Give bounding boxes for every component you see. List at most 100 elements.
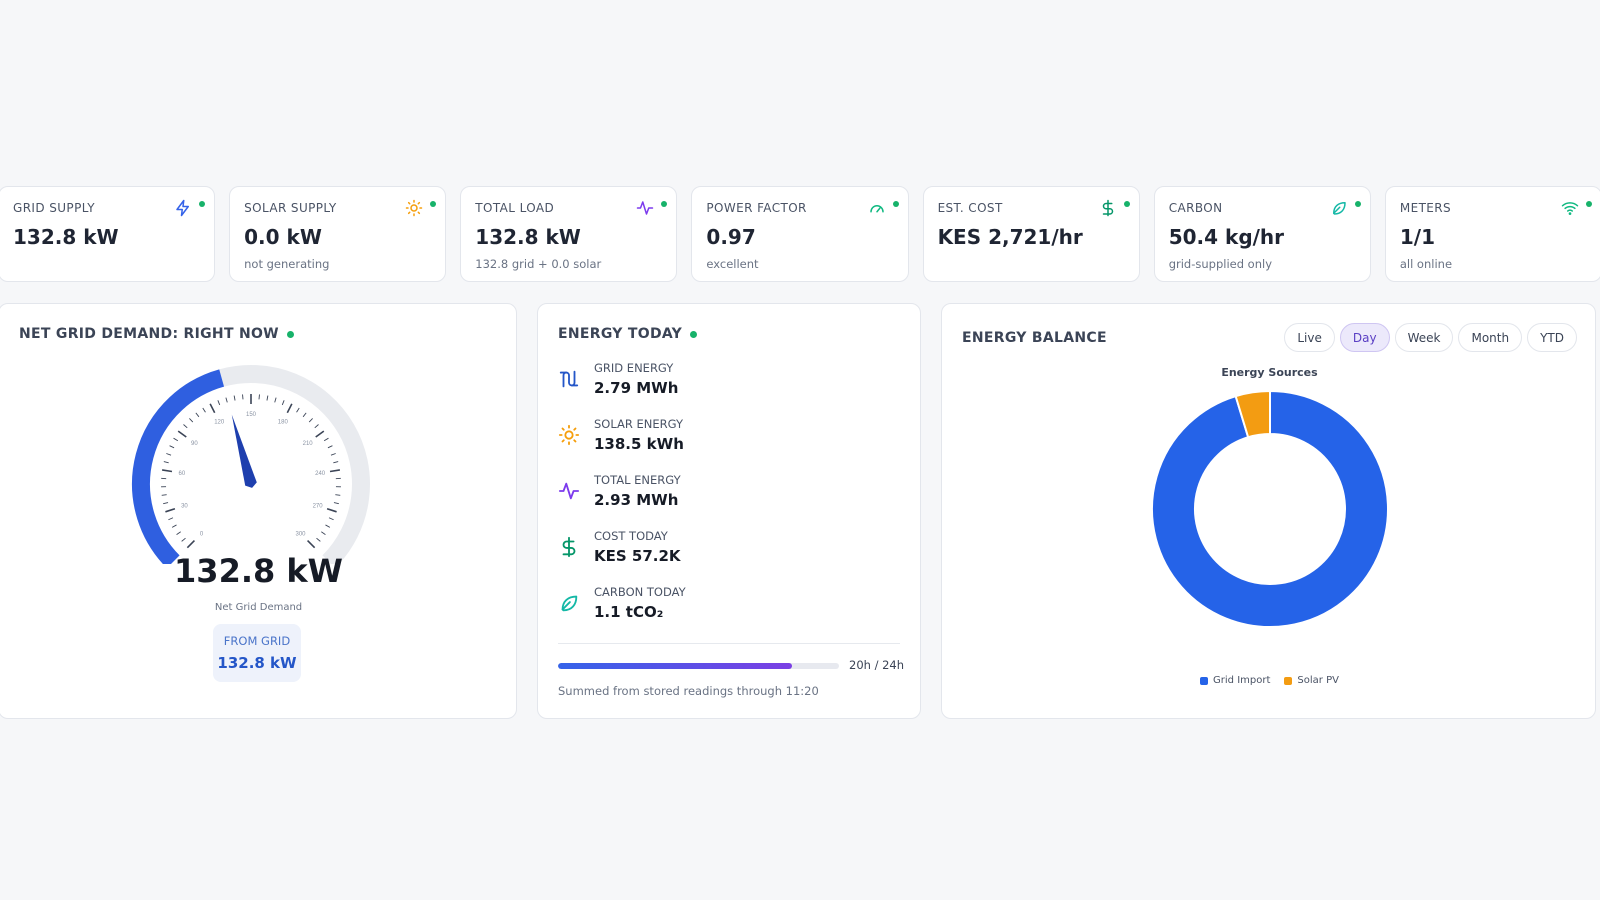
energy-sources-donut	[1151, 389, 1389, 628]
chart-legend: Grid Import Solar PV	[942, 675, 1597, 686]
kpi-card-meters[interactable]: METERS 1/1 all online	[1384, 186, 1600, 282]
status-dot	[430, 201, 437, 207]
gauge-minor-tick	[168, 517, 174, 521]
readings-footnote: Summed from stored readings through 11:2…	[558, 684, 819, 698]
gauge-tick-label: 240	[315, 471, 326, 477]
status-dot	[199, 201, 206, 207]
energy-item-grid: GRID ENERGY 2.79 MWh	[558, 360, 686, 416]
kpi-label: METERS	[1399, 201, 1452, 215]
panel-title: ENERGY BALANCE	[962, 330, 1107, 346]
energy-value: KES 57.2K	[594, 547, 681, 565]
legend-item-solar-pv[interactable]: Solar PV	[1284, 675, 1339, 686]
gauge-major-tick	[326, 507, 337, 513]
kpi-card-power-factor[interactable]: POWER FACTOR 0.97 excellent	[691, 186, 909, 282]
gauge-minor-tick	[333, 461, 339, 464]
gauge-minor-tick	[189, 418, 194, 423]
energy-label: TOTAL ENERGY	[594, 473, 681, 487]
status-dot	[1354, 201, 1361, 207]
energy-value: 2.93 MWh	[594, 491, 679, 509]
gauge-tick-label: 180	[278, 420, 289, 426]
gauge-major-tick	[209, 403, 216, 414]
gauge-minor-tick	[323, 437, 329, 442]
energy-item-total: TOTAL ENERGY 2.93 MWh	[558, 472, 686, 528]
kpi-label: GRID SUPPLY	[13, 201, 95, 215]
gauge-major-tick	[315, 430, 325, 438]
gauge-minor-tick	[163, 461, 169, 464]
panel-title-text: ENERGY BALANCE	[962, 330, 1107, 346]
panel-title: ENERGY TODAY	[558, 326, 698, 342]
kpi-value: 0.97	[706, 225, 756, 249]
gauge-needle	[231, 414, 257, 488]
tab-ytd[interactable]: YTD	[1527, 323, 1577, 352]
gauge-minor-tick	[308, 418, 313, 423]
leaf-icon	[1332, 202, 1346, 215]
pulse-icon	[637, 201, 654, 215]
gauge-major-tick	[307, 540, 316, 549]
kpi-card-carbon[interactable]: CARBON 50.4 kg/hr grid-supplied only	[1153, 186, 1371, 282]
gauge-tick-label: 210	[303, 441, 314, 447]
energy-label: SOLAR ENERGY	[594, 417, 684, 431]
gauge-caption: Net Grid Demand	[214, 602, 303, 613]
gauge-minor-tick	[173, 437, 179, 442]
kpi-card-grid-supply[interactable]: GRID SUPPLY 132.8 kW	[0, 186, 216, 282]
legend-item-grid-import[interactable]: Grid Import	[1200, 675, 1270, 686]
donut-slice-grid-import[interactable]	[1151, 389, 1389, 628]
kpi-row: GRID SUPPLY 132.8 kW SOLAR SUPPLY 0.0 kW…	[0, 186, 1600, 282]
gauge-minor-tick	[181, 537, 186, 542]
kpi-value: 132.8 kW	[13, 225, 119, 249]
kpi-value: 132.8 kW	[475, 225, 581, 249]
gauge-tick-label: 120	[214, 420, 225, 426]
tab-day[interactable]: Day	[1339, 323, 1390, 352]
chart-title: Energy Sources	[1221, 366, 1318, 379]
tab-live[interactable]: Live	[1284, 323, 1335, 352]
gauge-minor-tick	[202, 407, 206, 413]
kpi-label: EST. COST	[937, 201, 1003, 215]
gauge-minor-tick	[327, 445, 333, 449]
donut-slice-solar-pv[interactable]	[1234, 389, 1271, 439]
gauge-minor-tick	[161, 494, 167, 496]
gauge-major-tick	[186, 540, 195, 549]
energy-item-carbon: CARBON TODAY 1.1 tCO₂	[558, 584, 686, 640]
leaf-icon	[561, 595, 578, 612]
energy-label: CARBON TODAY	[594, 585, 686, 599]
gauge-major-tick	[177, 430, 187, 438]
gauge-minor-tick	[217, 400, 221, 406]
gauge-icon	[869, 205, 884, 213]
day-progress-text: 20h / 24h	[849, 658, 905, 672]
panel-title: NET GRID DEMAND: RIGHT NOW	[19, 326, 294, 342]
energy-today-panel: ENERGY TODAY GRID ENERGY 2.79 MWh SOLAR E…	[537, 303, 921, 719]
from-grid-value: 132.8 kW	[217, 654, 297, 672]
day-progress-fill	[558, 663, 793, 669]
status-dot	[661, 201, 668, 207]
kpi-value: 0.0 kW	[244, 225, 322, 249]
kpi-card-est-cost[interactable]: EST. COST KES 2,721/hr	[922, 186, 1140, 282]
gauge-minor-tick	[330, 453, 336, 456]
gauge-minor-tick	[166, 453, 172, 456]
gauge-tick-label: 90	[191, 441, 198, 447]
gauge-tick-label: 30	[181, 504, 188, 510]
gauge-ticks: 0 30 60 90 120 150 180 210 240 270 300	[161, 394, 341, 549]
status-dot	[1585, 201, 1592, 207]
live-status-dot	[286, 330, 294, 338]
demand-gauge: 0 30 60 90 120 150 180 210 240 270 300	[132, 365, 370, 564]
from-grid-chip: FROM GRID 132.8 kW	[213, 624, 301, 682]
gauge-minor-tick	[281, 400, 285, 406]
day-progress-bar	[558, 663, 839, 669]
energy-balance-panel: ENERGY BALANCE Live Day Week Month YTD E…	[941, 303, 1596, 719]
gauge-minor-tick	[266, 395, 269, 401]
tab-week[interactable]: Week	[1394, 323, 1454, 352]
from-grid-label: FROM GRID	[223, 634, 291, 648]
kpi-card-solar-supply[interactable]: SOLAR SUPPLY 0.0 kW not generating	[229, 186, 447, 282]
energy-value: 138.5 kWh	[594, 435, 684, 453]
kpi-label: SOLAR SUPPLY	[244, 201, 337, 215]
gauge-tick-label: 270	[313, 504, 324, 510]
energy-item-cost: COST TODAY KES 57.2K	[558, 528, 686, 584]
gauge-major-tick	[161, 469, 173, 473]
panel-title-text: NET GRID DEMAND: RIGHT NOW	[19, 326, 279, 342]
gauge-major-tick	[286, 403, 293, 414]
tab-month[interactable]: Month	[1458, 323, 1523, 352]
gauge-minor-tick	[302, 412, 307, 418]
kpi-card-total-load[interactable]: TOTAL LOAD 132.8 kW 132.8 grid + 0.0 sol…	[460, 186, 678, 282]
live-status-dot	[690, 330, 698, 338]
gauge-minor-tick	[169, 445, 175, 449]
